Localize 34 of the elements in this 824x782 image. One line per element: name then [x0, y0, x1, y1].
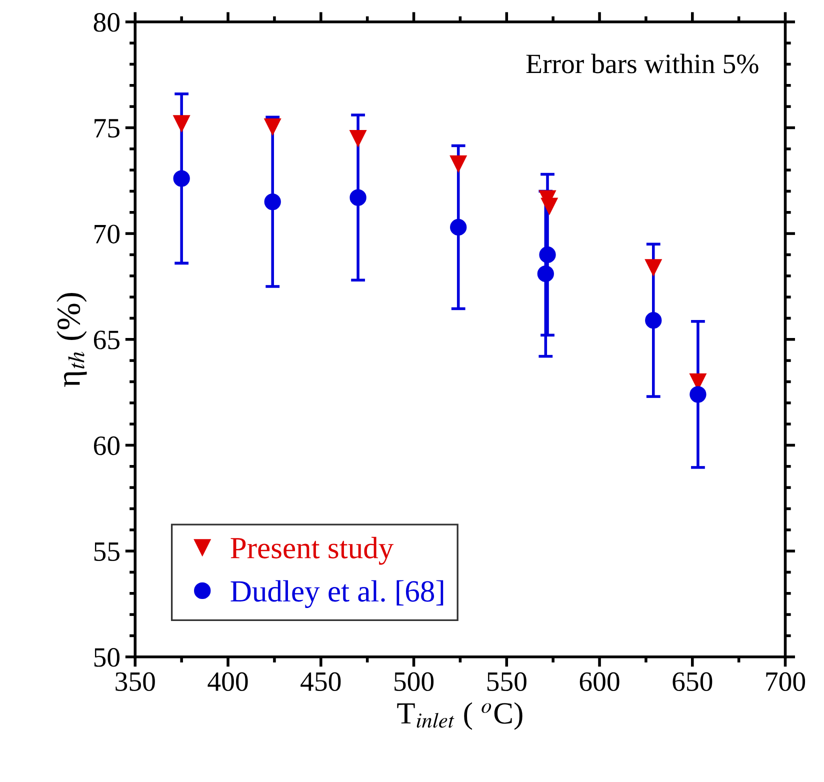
annotation: Error bars within 5% — [526, 54, 758, 74]
y-tick-label: 70 — [94, 224, 120, 244]
point — [645, 259, 662, 276]
x-tick-label: 650 — [672, 672, 712, 692]
y-tick-label: 80 — [94, 13, 120, 32]
point — [537, 265, 554, 282]
x-axis-title: T$_{inlet}$ ( $^{o}$C) — [397, 702, 522, 730]
y-tick-label: 75 — [94, 119, 120, 138]
point — [645, 312, 662, 329]
legend-label: Dudley et al. [68] — [230, 580, 444, 608]
y-tick-label: 55 — [94, 542, 120, 561]
legend-label: Present study — [230, 536, 394, 565]
point — [450, 155, 467, 172]
x-tick-label: 600 — [580, 672, 620, 692]
x-tick-label: 350 — [116, 672, 155, 692]
point — [541, 198, 558, 214]
y-axis-title: η$_{th}$ (%) — [56, 292, 87, 387]
y-tick-label: 65 — [94, 330, 120, 350]
point — [539, 246, 556, 264]
point — [173, 115, 190, 132]
point — [690, 386, 706, 403]
point — [173, 170, 190, 187]
point — [350, 189, 366, 206]
x-tick-label: 700 — [766, 672, 806, 692]
point — [264, 193, 281, 210]
point — [350, 130, 366, 147]
y-tick-label: 60 — [94, 436, 120, 456]
x-tick-label: 400 — [208, 672, 248, 692]
x-tick-label: 550 — [487, 672, 526, 692]
point — [450, 218, 467, 236]
y-tick-label: 50 — [94, 648, 120, 667]
x-tick-label: 500 — [394, 672, 434, 692]
point — [264, 118, 281, 135]
x-tick-label: 450 — [300, 672, 341, 692]
